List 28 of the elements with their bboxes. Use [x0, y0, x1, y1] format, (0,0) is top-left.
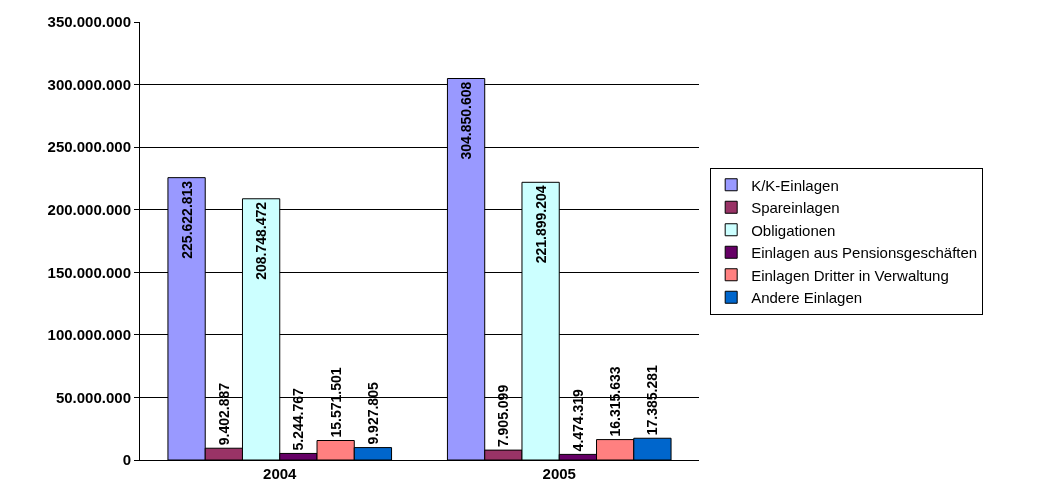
y-tick-label: 0 — [122, 451, 131, 469]
y-tick-label: 300.000.000 — [47, 75, 131, 93]
data-label: 9.927.805 — [364, 382, 381, 445]
legend-label: Einlagen Dritter in Verwaltung — [751, 266, 949, 284]
y-tick-label: 350.000.000 — [47, 13, 131, 31]
data-label: 4.474.319 — [569, 388, 586, 452]
data-label: 5.244.767 — [290, 387, 307, 451]
legend-label: Spareinlagen — [751, 199, 840, 217]
data-label: 9.402.887 — [215, 382, 232, 446]
data-label: 16.315.633 — [607, 366, 624, 437]
x-tick-label: 2004 — [263, 465, 298, 482]
x-tick-label: 2005 — [542, 465, 576, 482]
data-label: 304.850.608 — [458, 81, 475, 160]
y-tick-label: 150.000.000 — [47, 263, 131, 281]
data-label: 17.385.281 — [644, 364, 661, 436]
data-label: 7.905.099 — [495, 384, 512, 448]
y-tick-label: 100.000.000 — [47, 326, 131, 344]
legend-label: Andere Einlagen — [751, 289, 863, 307]
y-tick-label: 250.000.000 — [47, 138, 131, 156]
legend-label: Einlagen aus Pensionsgeschäften — [751, 244, 978, 262]
y-tick-label: 200.000.000 — [47, 200, 131, 218]
legend-label: K/K-Einlagen — [751, 176, 839, 194]
data-label: 225.622.813 — [178, 180, 195, 259]
data-label: 15.571.501 — [327, 367, 344, 438]
data-label: 221.899.204 — [532, 185, 549, 264]
data-label: 208.748.472 — [253, 201, 270, 280]
y-tick-label: 50.000.000 — [55, 388, 131, 406]
legend-label: Obligationen — [751, 221, 836, 239]
